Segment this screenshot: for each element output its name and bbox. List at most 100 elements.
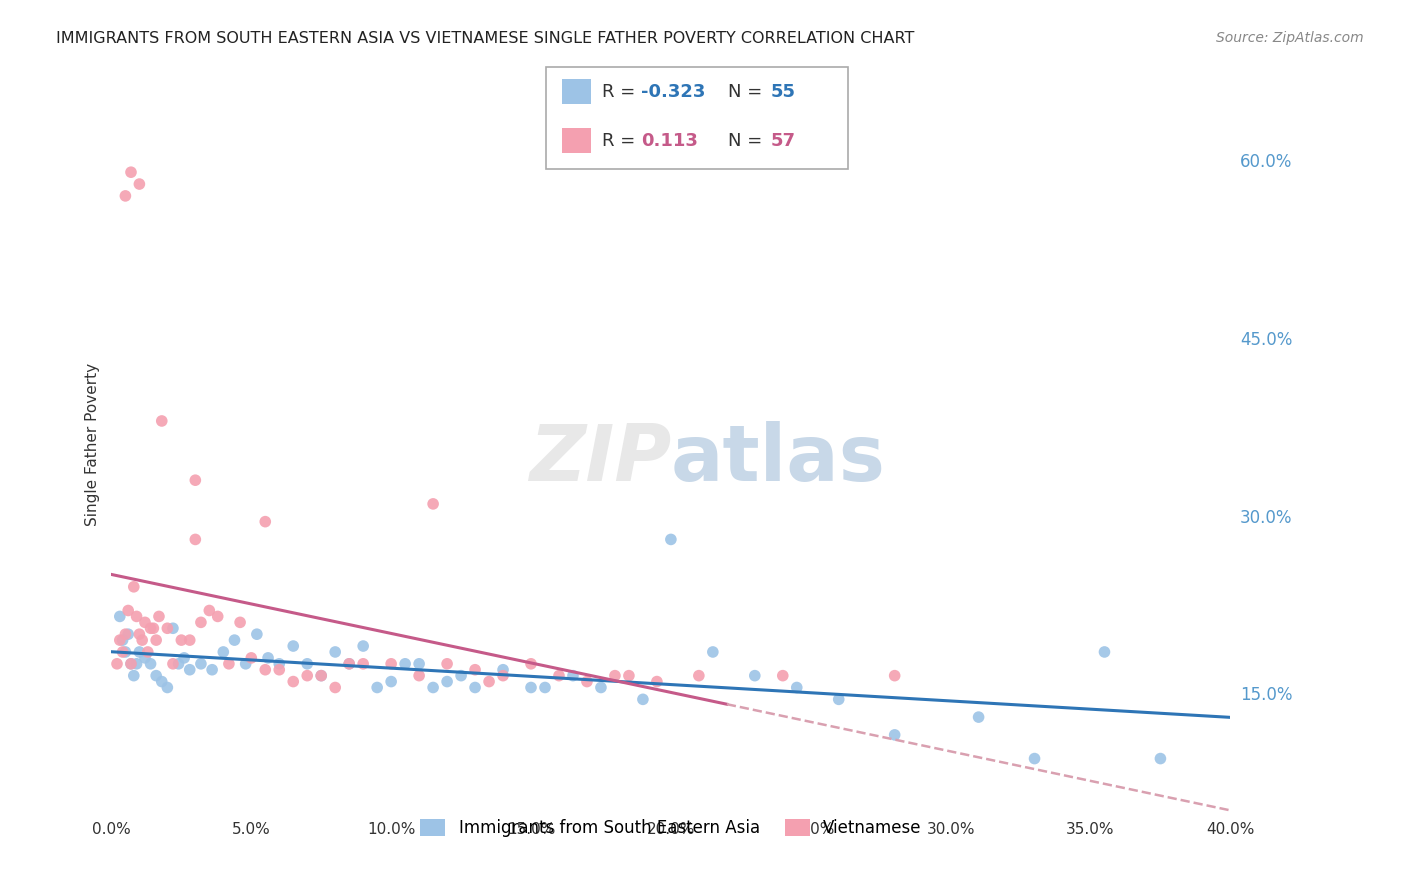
Point bbox=[162, 621, 184, 635]
Point bbox=[240, 651, 263, 665]
Point bbox=[562, 668, 585, 682]
Point bbox=[380, 674, 402, 689]
Point bbox=[883, 728, 905, 742]
Point bbox=[828, 692, 851, 706]
Point bbox=[408, 668, 430, 682]
Point bbox=[111, 633, 134, 648]
Point bbox=[150, 674, 173, 689]
Point bbox=[156, 681, 179, 695]
Point bbox=[659, 533, 682, 547]
Point bbox=[120, 657, 142, 671]
Point bbox=[167, 657, 190, 671]
Point bbox=[139, 621, 162, 635]
Point bbox=[117, 627, 139, 641]
Point bbox=[464, 663, 486, 677]
Point bbox=[394, 657, 416, 671]
Point bbox=[235, 657, 257, 671]
Point bbox=[148, 609, 170, 624]
Point bbox=[575, 674, 598, 689]
Point bbox=[283, 639, 305, 653]
Text: N =: N = bbox=[728, 132, 768, 150]
Point bbox=[134, 615, 156, 630]
Point bbox=[139, 657, 162, 671]
Point bbox=[603, 668, 626, 682]
Point bbox=[548, 668, 571, 682]
Text: -0.323: -0.323 bbox=[641, 83, 706, 101]
Point bbox=[184, 533, 207, 547]
Point bbox=[520, 657, 543, 671]
Point bbox=[108, 609, 131, 624]
Point bbox=[786, 681, 808, 695]
Point bbox=[702, 645, 724, 659]
Point bbox=[125, 657, 148, 671]
Point bbox=[492, 668, 515, 682]
Point bbox=[212, 645, 235, 659]
Point bbox=[772, 668, 794, 682]
Point bbox=[108, 633, 131, 648]
Point bbox=[337, 657, 360, 671]
Point bbox=[297, 657, 319, 671]
Point bbox=[105, 657, 128, 671]
Point bbox=[229, 615, 252, 630]
Point bbox=[283, 674, 305, 689]
Text: atlas: atlas bbox=[671, 421, 886, 498]
Point bbox=[337, 657, 360, 671]
Text: 55: 55 bbox=[770, 83, 796, 101]
Point bbox=[492, 663, 515, 677]
Point bbox=[190, 615, 212, 630]
Point bbox=[145, 633, 167, 648]
Point bbox=[254, 515, 277, 529]
Text: 0.113: 0.113 bbox=[641, 132, 697, 150]
Point bbox=[114, 645, 136, 659]
Point bbox=[967, 710, 990, 724]
Text: IMMIGRANTS FROM SOUTH EASTERN ASIA VS VIETNAMESE SINGLE FATHER POVERTY CORRELATI: IMMIGRANTS FROM SOUTH EASTERN ASIA VS VI… bbox=[56, 31, 915, 46]
Point bbox=[218, 657, 240, 671]
Point bbox=[478, 674, 501, 689]
Point bbox=[269, 657, 291, 671]
Point bbox=[534, 681, 557, 695]
Point bbox=[201, 663, 224, 677]
Point bbox=[114, 627, 136, 641]
Point bbox=[309, 668, 332, 682]
Point bbox=[128, 177, 150, 191]
Point bbox=[179, 633, 201, 648]
Point bbox=[744, 668, 766, 682]
Point bbox=[184, 473, 207, 487]
Text: 57: 57 bbox=[770, 132, 796, 150]
Y-axis label: Single Father Poverty: Single Father Poverty bbox=[86, 363, 100, 526]
Point bbox=[224, 633, 246, 648]
Text: ZIP: ZIP bbox=[529, 421, 671, 498]
Point bbox=[883, 668, 905, 682]
Point bbox=[179, 663, 201, 677]
Text: N =: N = bbox=[728, 83, 768, 101]
Point bbox=[136, 645, 159, 659]
Point bbox=[520, 681, 543, 695]
Point bbox=[117, 603, 139, 617]
Point bbox=[257, 651, 280, 665]
Point bbox=[436, 657, 458, 671]
Point bbox=[142, 621, 165, 635]
Point bbox=[1094, 645, 1116, 659]
Point bbox=[323, 681, 346, 695]
Point bbox=[162, 657, 184, 671]
Point bbox=[352, 639, 374, 653]
Legend: Immigrants from South Eastern Asia, Vietnamese: Immigrants from South Eastern Asia, Viet… bbox=[413, 813, 928, 844]
Point bbox=[125, 609, 148, 624]
Point bbox=[631, 692, 654, 706]
Point bbox=[589, 681, 612, 695]
Point bbox=[617, 668, 640, 682]
Point bbox=[120, 165, 142, 179]
Point bbox=[309, 668, 332, 682]
Text: R =: R = bbox=[602, 83, 641, 101]
Point bbox=[131, 633, 153, 648]
Point bbox=[120, 657, 142, 671]
Point bbox=[114, 189, 136, 203]
Point bbox=[450, 668, 472, 682]
Point bbox=[352, 657, 374, 671]
Point bbox=[190, 657, 212, 671]
Point bbox=[254, 663, 277, 677]
Point bbox=[198, 603, 221, 617]
Point bbox=[422, 497, 444, 511]
Point bbox=[170, 633, 193, 648]
Point bbox=[134, 651, 156, 665]
